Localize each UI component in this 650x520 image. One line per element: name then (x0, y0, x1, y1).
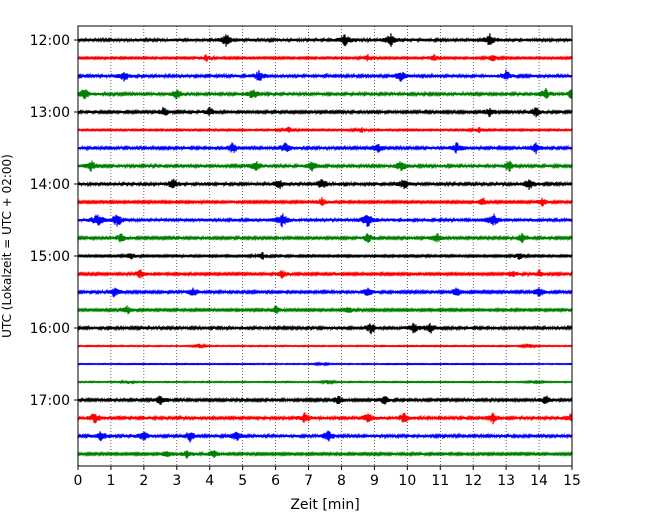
x-tick-label: 14 (530, 473, 548, 489)
x-tick-label: 15 (563, 473, 581, 489)
trace-line (77, 286, 573, 298)
trace-line (77, 213, 573, 228)
y-tick-label: 16:00 (30, 321, 70, 337)
trace-line (77, 305, 573, 315)
x-tick-label: 11 (431, 473, 449, 489)
x-tick-label: 1 (106, 473, 115, 489)
x-tick-label: 0 (74, 473, 83, 489)
y-tick-label: 12:00 (30, 33, 70, 49)
trace-line (77, 430, 573, 443)
trace-line (77, 69, 573, 82)
x-axis-ticks: 0 1 2 3 4 5 6 7 8 9 10 11 12 13 14 15 (74, 466, 581, 489)
trace-line (77, 361, 573, 368)
y-axis-label: UTC (Lokalzeit = UTC + 02:00) (0, 154, 14, 338)
x-tick-label: 7 (304, 473, 313, 489)
seismic-traces (77, 33, 573, 459)
x-tick-label: 4 (205, 473, 214, 489)
x-tick-label: 5 (238, 473, 247, 489)
y-tick-label: 15:00 (30, 249, 70, 265)
x-tick-label: 8 (337, 473, 346, 489)
trace-line (77, 126, 573, 134)
x-tick-label: 9 (370, 473, 379, 489)
trace-line (77, 411, 573, 425)
plot-frame (77, 25, 573, 467)
x-axis-label: Zeit [min] (290, 497, 359, 513)
trace-line (77, 106, 573, 118)
trace-line (77, 322, 573, 335)
trace-line (77, 232, 573, 244)
trace-line (77, 178, 573, 190)
trace-line (77, 142, 573, 155)
y-tick-label: 14:00 (30, 177, 70, 193)
x-tick-label: 10 (398, 473, 416, 489)
trace-line (77, 87, 573, 100)
trace-line (77, 197, 573, 207)
grid-lines (110, 26, 540, 466)
x-tick-label: 6 (271, 473, 280, 489)
trace-line (77, 269, 573, 279)
x-tick-label: 3 (172, 473, 181, 489)
y-tick-label: 17:00 (30, 393, 70, 409)
trace-line (77, 342, 573, 349)
trace-line (77, 395, 573, 405)
trace-line (77, 252, 573, 260)
y-tick-label: 13:00 (30, 105, 70, 121)
x-tick-label: 2 (139, 473, 148, 489)
trace-line (77, 450, 573, 459)
x-tick-label: 12 (464, 473, 482, 489)
y-axis-ticks: 12:00 13:00 14:00 15:00 16:00 17:00 (30, 33, 78, 409)
trace-line (77, 33, 573, 47)
trace-line (77, 53, 573, 62)
x-tick-label: 13 (497, 473, 515, 489)
trace-line (77, 160, 573, 173)
trace-line (77, 379, 573, 386)
